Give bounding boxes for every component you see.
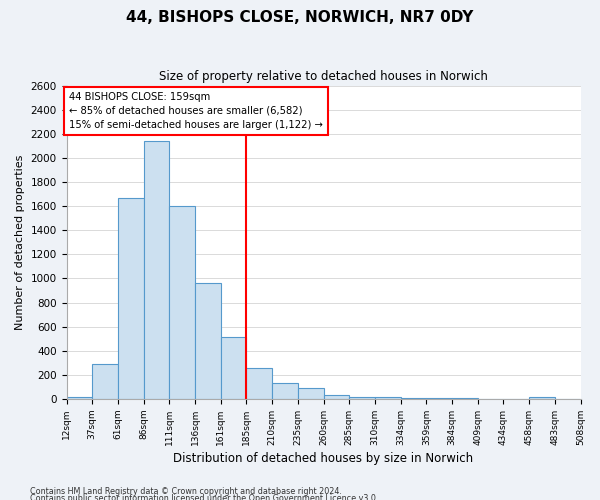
Text: 44, BISHOPS CLOSE, NORWICH, NR7 0DY: 44, BISHOPS CLOSE, NORWICH, NR7 0DY <box>127 10 473 25</box>
Bar <box>452 398 478 399</box>
Bar <box>143 141 169 399</box>
Bar <box>169 206 195 399</box>
X-axis label: Distribution of detached houses by size in Norwich: Distribution of detached houses by size … <box>173 452 473 465</box>
Text: 44 BISHOPS CLOSE: 159sqm
← 85% of detached houses are smaller (6,582)
15% of sem: 44 BISHOPS CLOSE: 159sqm ← 85% of detach… <box>69 92 323 130</box>
Bar <box>118 198 143 399</box>
Bar <box>529 396 555 399</box>
Title: Size of property relative to detached houses in Norwich: Size of property relative to detached ho… <box>159 70 488 83</box>
Bar <box>221 338 247 399</box>
Bar <box>375 397 401 399</box>
Text: Contains HM Land Registry data © Crown copyright and database right 2024.: Contains HM Land Registry data © Crown c… <box>30 487 342 496</box>
Bar <box>349 396 375 399</box>
Bar <box>272 384 298 399</box>
Bar <box>298 388 323 399</box>
Bar <box>247 368 272 399</box>
Bar <box>92 364 118 399</box>
Bar <box>323 394 349 399</box>
Y-axis label: Number of detached properties: Number of detached properties <box>15 154 25 330</box>
Text: Contains public sector information licensed under the Open Government Licence v3: Contains public sector information licen… <box>30 494 379 500</box>
Bar <box>401 398 427 399</box>
Bar <box>427 398 452 399</box>
Bar <box>67 396 92 399</box>
Bar <box>195 283 221 399</box>
